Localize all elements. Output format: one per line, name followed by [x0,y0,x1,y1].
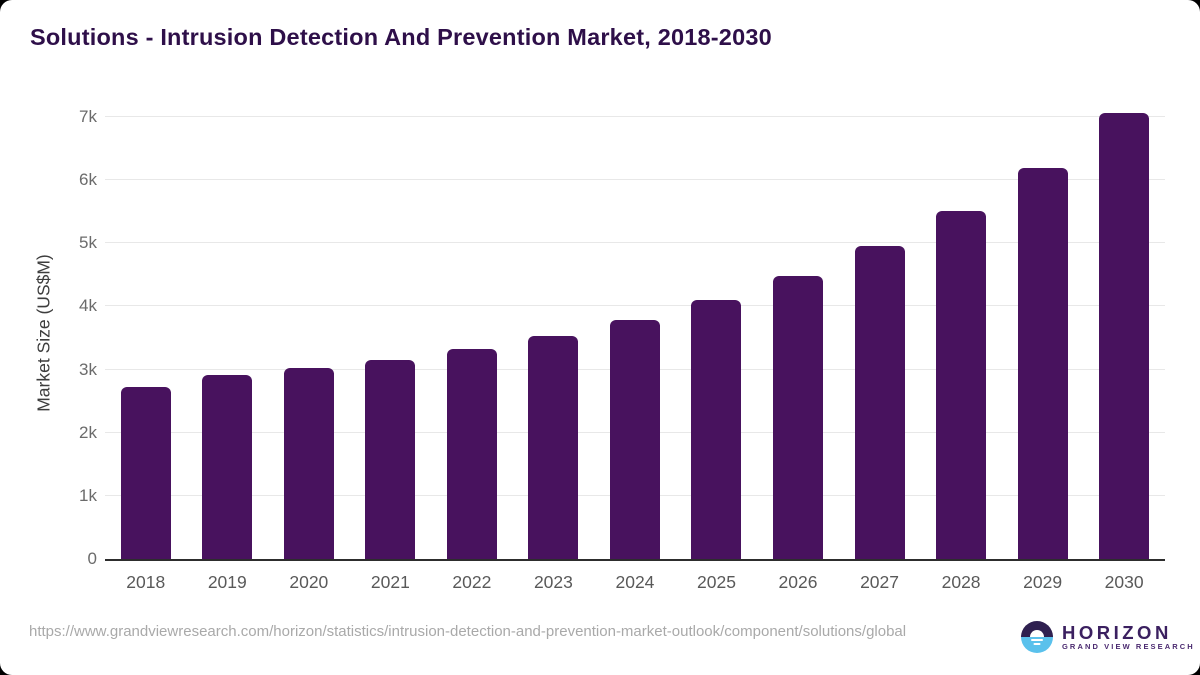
y-tick-label-0: 0 [87,549,97,568]
y-tick-label-7k: 7k [79,107,97,126]
x-axis-label-2023: 2023 [533,572,573,592]
x-axis-label-2028: 2028 [941,572,981,592]
x-axis-label-2030: 2030 [1104,572,1144,592]
bar-2028[interactable] [936,211,987,559]
bar-slot [105,96,187,559]
y-tick-label-2k: 2k [79,422,97,442]
bar-slot [920,96,1002,559]
gridline-5k [105,242,1165,244]
chart-title: Solutions - Intrusion Detection And Prev… [30,24,772,50]
plot-area [105,96,1165,561]
bar-2019[interactable] [202,374,253,559]
bar-slot [676,96,758,559]
y-tick-label-1k: 1k [79,485,97,505]
bar-2018[interactable] [120,386,171,559]
x-axis-label-2020: 2020 [289,572,329,592]
bar-series [105,96,1165,559]
bar-slot [757,96,839,559]
y-axis-tick-labels: 0 1k 2k 3k 4k 5k 6k 7k [55,96,97,568]
horizon-logo-icon [1021,621,1053,653]
x-axis-label-2027: 2027 [860,572,900,592]
bar-2027[interactable] [854,246,905,559]
y-tick-label-3k: 3k [79,359,97,379]
gridline-6k [105,179,1165,181]
sun-icon [1030,630,1044,637]
bar-slot [1002,96,1084,559]
bar-2022[interactable] [446,349,497,559]
bar-2020[interactable] [283,368,334,559]
logo-subtitle: GRAND VIEW RESEARCH [1062,642,1195,651]
x-axis-label-2019: 2019 [207,572,247,592]
bar-slot [431,96,513,559]
bar-slot [268,96,350,559]
x-axis-label-2026: 2026 [778,572,818,592]
bar-2025[interactable] [691,300,742,559]
logo-wordmark: HORIZON [1062,622,1172,643]
x-axis-label-2029: 2029 [1023,572,1063,592]
bar-slot [1083,96,1165,559]
bar-2029[interactable] [1017,167,1068,559]
bar-slot [839,96,921,559]
bar-2026[interactable] [773,275,824,559]
bar-slot [594,96,676,559]
bar-2024[interactable] [609,319,660,559]
x-axis-label-2025: 2025 [697,572,736,592]
x-axis-label-2021: 2021 [370,572,410,592]
bar-2023[interactable] [528,336,579,559]
bar-slot [513,96,595,559]
horizon-logo: HORIZON GRAND VIEW RESEARCH [1021,621,1195,653]
source-url: https://www.grandviewresearch.com/horizo… [29,623,907,640]
bar-2021[interactable] [365,360,416,559]
bar-slot [350,96,432,559]
gridline-7k [105,116,1165,117]
y-tick-label-5k: 5k [79,233,97,253]
bar-2030[interactable] [1099,113,1150,559]
x-axis-label-2024: 2024 [615,572,655,592]
y-axis-title: Market Size (US$M) [33,254,54,412]
gridline-4k [105,305,1165,307]
bar-slot [187,96,269,559]
x-axis-labels: 2018 2019 2020 2021 2022 2023 2024 2025 2026 2027… [105,572,1165,593]
x-axis-label-2022: 2022 [452,572,492,592]
y-tick-label-4k: 4k [79,296,97,316]
y-tick-label-6k: 6k [79,170,97,190]
x-axis-label-2018: 2018 [126,572,166,592]
